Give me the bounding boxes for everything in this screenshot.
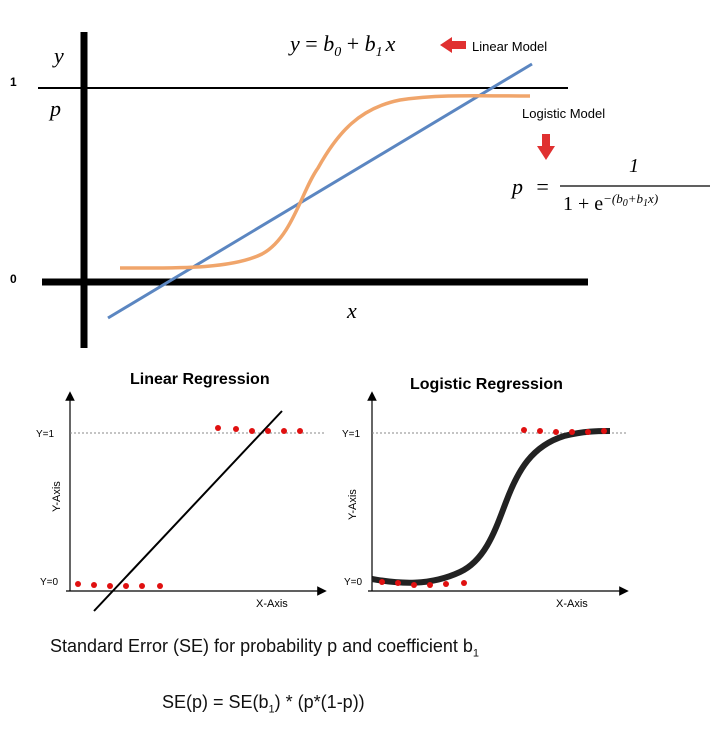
data-point [461, 580, 467, 586]
data-point [265, 428, 271, 434]
linear-regression-panel: Linear Regression Y=1 Y=0 X-Axis Y-Axis [36, 371, 327, 612]
logistic-model-curve [119, 93, 531, 270]
data-point [427, 582, 433, 588]
linear-panel-y-axis-label: Y-Axis [51, 481, 63, 512]
linear-model-line [107, 62, 533, 320]
logistic-model-label: Logistic Model [522, 106, 605, 121]
linear-panel-y1-label: Y=1 [36, 429, 55, 440]
svg-text:1 + e−(b0+b1x): 1 + e−(b0+b1x) [563, 191, 658, 215]
logistic-panel-title: Logistic Regression [410, 376, 563, 393]
linear-data-points [75, 425, 303, 589]
data-point [123, 583, 129, 589]
data-point [521, 427, 527, 433]
data-point [585, 429, 591, 435]
data-point [75, 581, 81, 587]
data-point [157, 583, 163, 589]
logistic-panel-y-axis-label: Y-Axis [347, 489, 359, 520]
tick-zero: 0 [10, 272, 17, 286]
linear-arrow-icon [440, 37, 466, 53]
data-point [107, 583, 113, 589]
se-formula: SE(p) = SE(b1) * (p*(1-p)) [162, 692, 365, 716]
data-point [91, 582, 97, 588]
logistic-panel-x-axis-label: X-Axis [556, 598, 588, 610]
logistic-regression-panel: Logistic Regression Y=1 Y=0 X-Axis Y-Axi… [342, 376, 629, 610]
data-point [537, 428, 543, 434]
data-point [411, 582, 417, 588]
top-diagram: 1 0 y p x y = b0 + b1 x Linear Model Logi… [10, 31, 710, 348]
data-point [379, 579, 385, 585]
svg-text:1: 1 [629, 155, 639, 177]
logistic-data-points [379, 427, 607, 588]
p-label: p [48, 96, 61, 121]
data-point [249, 428, 255, 434]
svg-text:p: p [510, 174, 523, 199]
logistic-panel-y0-label: Y=0 [344, 577, 363, 588]
data-point [395, 580, 401, 586]
linear-panel-x-axis-label: X-Axis [256, 598, 288, 610]
svg-text:=: = [535, 174, 550, 199]
x-label: x [346, 298, 357, 323]
data-point [139, 583, 145, 589]
data-point [297, 428, 303, 434]
data-point [215, 425, 221, 431]
data-point [281, 428, 287, 434]
logistic-fit-curve [371, 428, 611, 586]
linear-panel-y0-label: Y=0 [40, 577, 59, 588]
linear-model-label: Linear Model [472, 39, 547, 54]
y-label: y [52, 43, 64, 68]
tick-one: 1 [10, 75, 17, 89]
se-caption: Standard Error (SE) for probability p an… [50, 636, 480, 660]
data-point [569, 429, 575, 435]
linear-fit-line [93, 410, 283, 612]
data-point [601, 428, 607, 434]
data-point [553, 429, 559, 435]
data-point [233, 426, 239, 432]
linear-equation: y = b0 + b1 x [288, 31, 396, 60]
logistic-equation: p = 1 1 + e−(b0+b1x) [510, 155, 710, 215]
linear-panel-title: Linear Regression [130, 371, 270, 388]
data-point [443, 581, 449, 587]
logistic-panel-y1-label: Y=1 [342, 429, 361, 440]
logistic-arrow-icon [537, 134, 555, 160]
